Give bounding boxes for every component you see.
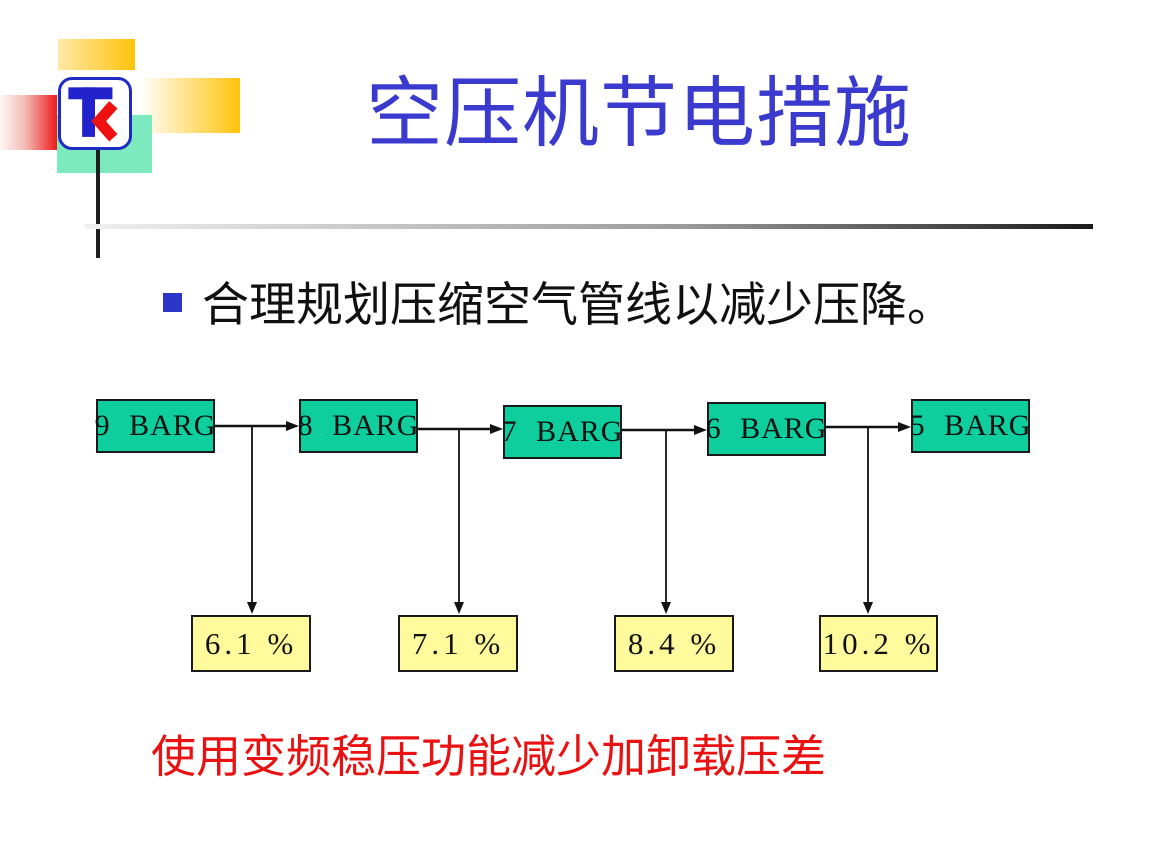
bullet-marker — [163, 293, 182, 312]
arrow-drop-to-10-2pct — [863, 427, 873, 614]
pressure-box-5barg: 5 BARG — [910, 399, 1030, 453]
bullet-text: 合理规划压缩空气管线以减少压降。 — [202, 280, 954, 332]
tk-logo-icon — [68, 87, 118, 142]
tk-logo — [58, 77, 132, 150]
arrow-8barg-to-7barg — [418, 424, 503, 434]
logo-t-stem — [82, 87, 95, 137]
loss-box-7-1pct: 7.1 % — [398, 615, 518, 672]
footnote-text: 使用变频稳压功能减少加卸载压差 — [151, 732, 827, 782]
pressure-box-8barg: 8 BARG — [298, 399, 418, 453]
pressure-box-7barg: 7 BARG — [502, 405, 622, 459]
deco-gold-right-rect — [139, 78, 240, 133]
arrow-drop-to-6-1pct — [247, 426, 257, 614]
loss-box-10-2pct: 10.2 % — [819, 615, 938, 672]
loss-box-6-1pct: 6.1 % — [191, 615, 311, 672]
arrow-9barg-to-8barg — [215, 421, 299, 431]
pressure-box-6barg: 6 BARG — [706, 402, 826, 456]
arrow-drop-to-8-4pct — [661, 430, 671, 614]
loss-box-8-4pct: 8.4 % — [614, 615, 734, 672]
deco-red-rect — [0, 95, 57, 150]
deco-gold-top-rect — [58, 39, 135, 70]
pressure-box-9barg: 9 BARG — [95, 399, 215, 453]
arrow-7barg-to-6barg — [622, 425, 707, 435]
slide-title: 空压机节电措施 — [366, 71, 912, 157]
logo-k-chevron — [91, 101, 118, 142]
title-underline-rule — [85, 224, 1093, 229]
logo-stick-line — [96, 149, 100, 258]
arrow-6barg-to-5barg — [826, 422, 911, 432]
arrow-drop-to-7-1pct — [454, 429, 464, 614]
